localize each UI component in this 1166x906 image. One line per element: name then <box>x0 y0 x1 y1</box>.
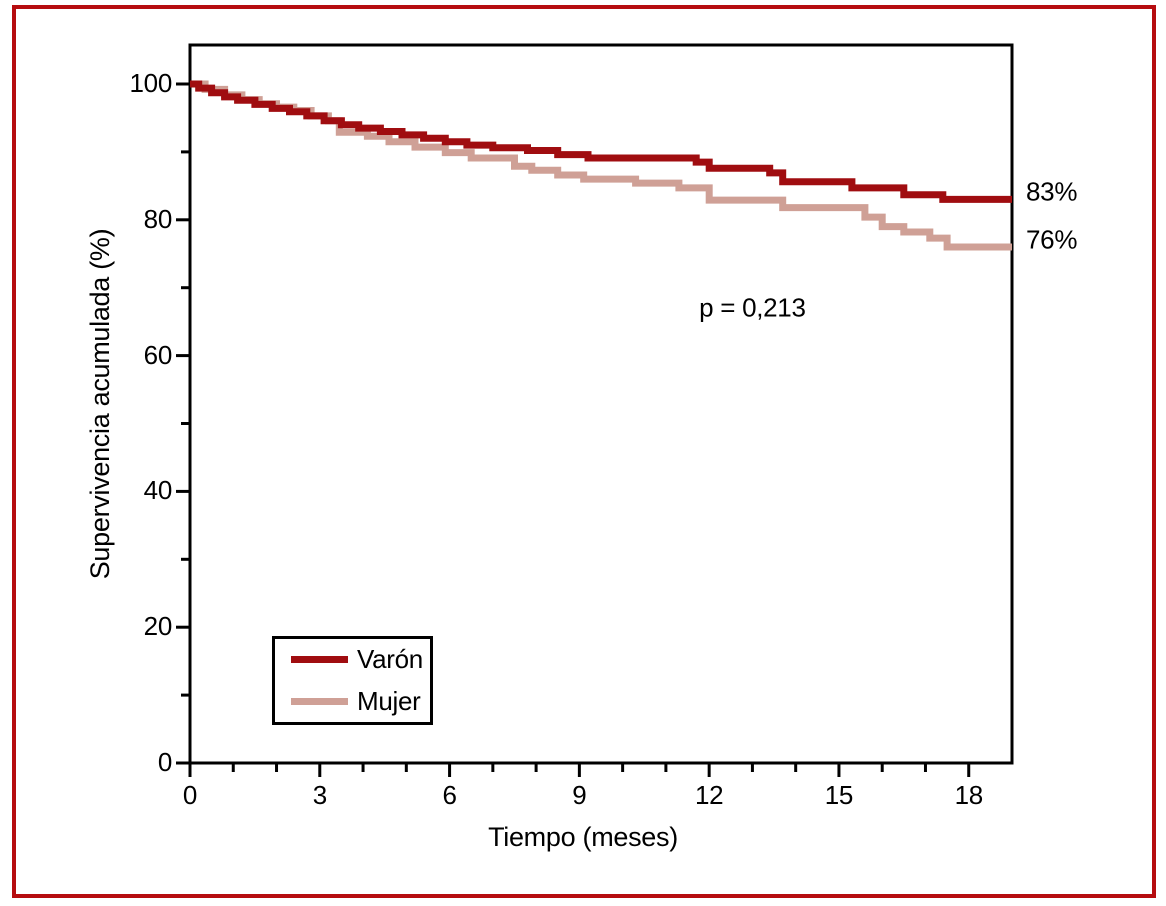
series-line-mujer <box>190 80 1012 251</box>
legend-label: Mujer <box>357 686 421 716</box>
y-tick-label: 40 <box>143 475 173 506</box>
end-label-mujer: 76% <box>1026 224 1078 255</box>
x-axis-title: Tiempo (meses) <box>488 822 678 852</box>
y-tick-label: 100 <box>129 68 173 99</box>
x-tick-label: 15 <box>824 780 854 810</box>
x-tick-label: 18 <box>954 780 984 810</box>
end-label-varon: 83% <box>1026 177 1078 208</box>
legend-swatch-varon <box>291 656 348 663</box>
p-value-annotation: p = 0,213 <box>699 292 806 323</box>
y-tick-label: 0 <box>157 747 172 778</box>
y-tick-label: 60 <box>143 339 173 370</box>
legend: Varón Mujer <box>272 636 433 725</box>
x-tick-label: 9 <box>572 780 587 810</box>
y-tick-label: 20 <box>143 611 173 642</box>
legend-entry-mujer: Mujer <box>291 686 430 717</box>
plot-box <box>188 43 1014 765</box>
series-line-varon <box>190 80 1012 203</box>
y-tick-label: 80 <box>143 203 173 234</box>
x-tick-label: 3 <box>312 780 327 810</box>
x-tick-label: 0 <box>182 780 198 810</box>
legend-label: Varón <box>357 644 423 674</box>
x-tick-label: 6 <box>442 780 457 810</box>
legend-swatch-mujer <box>291 698 348 705</box>
y-axis-title: Supervivencia acumulada (%) <box>85 228 116 580</box>
legend-entry-varon: Varón <box>291 644 430 675</box>
x-tick-label: 12 <box>694 780 724 810</box>
